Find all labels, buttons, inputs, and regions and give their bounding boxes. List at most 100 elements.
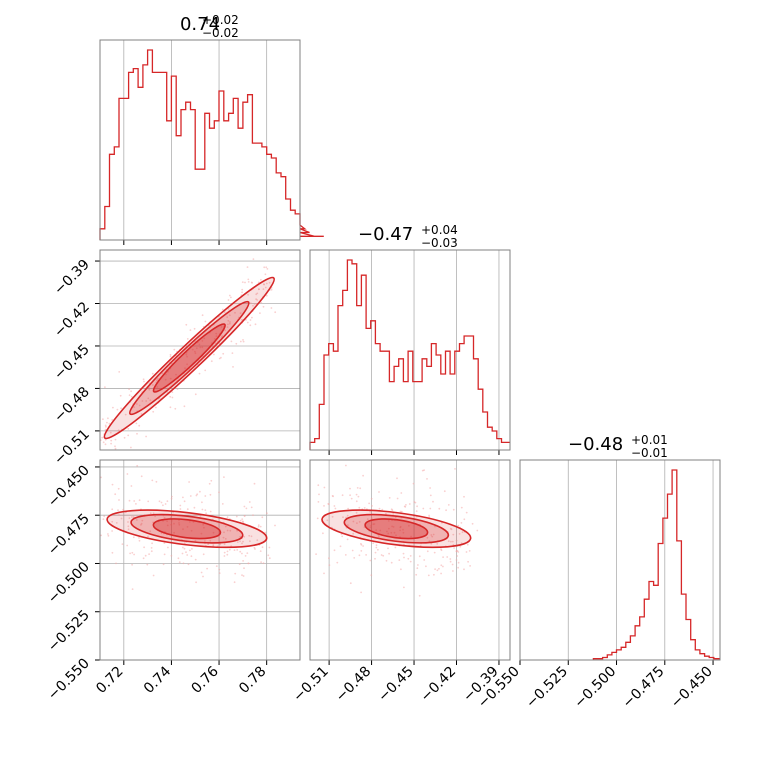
sample-point — [215, 335, 218, 337]
y-tick-label: −0.475 — [45, 511, 93, 559]
sample-point — [415, 573, 418, 576]
sample-point — [201, 314, 204, 317]
sample-point — [107, 417, 109, 420]
sample-point — [399, 529, 401, 532]
sample-point — [169, 377, 172, 380]
sample-point — [222, 352, 225, 355]
sample-point — [163, 553, 166, 556]
sample-point — [189, 329, 192, 331]
sample-point — [360, 550, 363, 552]
sample-point — [169, 355, 172, 358]
sample-point — [170, 554, 173, 557]
sample-point — [413, 501, 416, 503]
sample-point — [105, 425, 107, 428]
sample-point — [465, 551, 468, 553]
x-tick-label: −0.51 — [290, 664, 332, 706]
sample-point — [116, 408, 119, 411]
sample-point — [341, 494, 344, 497]
sample-point — [378, 491, 380, 493]
sample-point — [198, 372, 201, 375]
sample-point — [259, 550, 262, 552]
sample-point — [243, 505, 246, 508]
sample-point — [328, 564, 331, 566]
sample-point — [156, 386, 159, 388]
sample-point — [254, 548, 256, 550]
sample-point — [442, 556, 444, 558]
sample-point — [368, 502, 370, 505]
sample-point — [322, 532, 324, 535]
sample-point — [249, 319, 252, 321]
sample-point — [126, 473, 129, 475]
sample-point — [418, 594, 421, 597]
sample-point — [247, 293, 250, 296]
sample-point — [111, 483, 114, 486]
sample-point — [152, 574, 155, 577]
sample-point — [407, 557, 410, 560]
sample-point — [440, 572, 442, 575]
sample-point — [169, 516, 172, 519]
sample-point — [388, 497, 391, 499]
sample-point — [408, 524, 410, 527]
sample-point — [148, 553, 151, 555]
sample-point — [140, 413, 143, 415]
sample-point — [252, 258, 255, 260]
sample-point — [226, 529, 229, 532]
sample-point — [262, 562, 265, 565]
sample-point — [131, 588, 134, 590]
axes-frame — [309, 459, 511, 661]
sample-point — [226, 550, 229, 553]
sample-point — [393, 531, 396, 534]
contour-level-3 — [152, 518, 222, 540]
sample-point — [130, 395, 133, 398]
sample-point — [182, 546, 184, 549]
contour-level-2 — [343, 513, 450, 544]
sample-point — [256, 539, 259, 542]
sample-point — [432, 500, 434, 503]
hist-panel-0 — [99, 39, 324, 245]
x-tick-label: 0.76 — [189, 663, 222, 696]
sample-point — [183, 405, 186, 408]
sample-point — [204, 540, 206, 542]
sample-point — [449, 560, 452, 563]
sample-point — [133, 406, 136, 408]
sample-point — [265, 294, 268, 297]
sample-point — [456, 549, 459, 552]
sample-point — [131, 563, 134, 566]
sample-point — [185, 551, 187, 554]
sample-point — [432, 533, 435, 536]
sample-point — [416, 567, 419, 570]
contour-panel-1-2: −0.51 −0.48 −0.45 −0.42 −0.39 — [290, 459, 511, 706]
y-tick-label: −0.525 — [45, 607, 93, 655]
sample-point — [191, 348, 194, 351]
sample-point — [266, 268, 269, 270]
sample-point — [466, 543, 469, 546]
sample-point — [317, 484, 320, 487]
sample-point — [257, 524, 260, 526]
contour-level-2 — [130, 513, 244, 544]
sample-point — [194, 558, 197, 561]
sample-point — [246, 552, 249, 554]
contour-content — [315, 464, 479, 597]
sample-point — [201, 501, 203, 504]
sample-point — [203, 337, 206, 340]
sample-point — [341, 535, 344, 538]
sample-point — [231, 352, 234, 354]
sample-point — [129, 552, 132, 555]
sample-point — [200, 571, 203, 574]
sample-point — [355, 500, 358, 503]
sample-point — [353, 557, 356, 559]
histogram-step-line — [99, 49, 324, 240]
sample-point — [186, 508, 189, 511]
sample-point — [253, 303, 256, 305]
sample-point — [166, 524, 169, 527]
sample-point — [175, 373, 177, 376]
sample-point — [403, 505, 406, 508]
sample-point — [433, 573, 435, 576]
sample-point — [147, 535, 149, 538]
sample-point — [155, 480, 158, 483]
sample-point — [239, 540, 241, 543]
histogram-step-line — [592, 469, 720, 660]
sample-point — [387, 520, 390, 522]
sample-point — [204, 320, 207, 323]
